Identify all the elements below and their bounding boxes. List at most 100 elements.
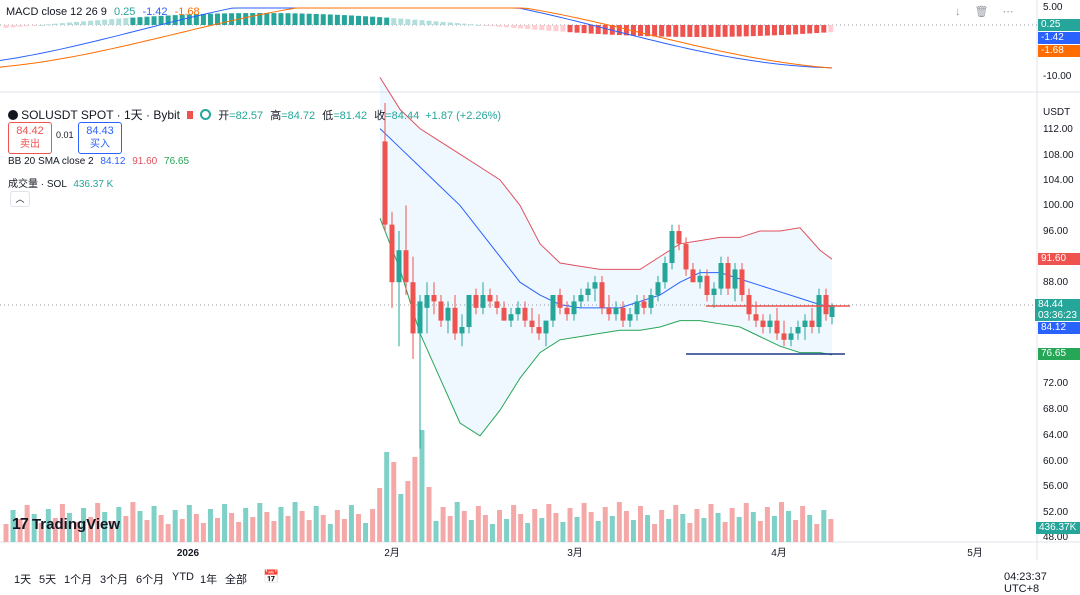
volume-bar	[348, 505, 354, 542]
candle-body	[550, 295, 556, 321]
volume-bar	[609, 516, 615, 542]
range-1d-button[interactable]: 1天	[14, 574, 32, 586]
volume-bar	[433, 521, 439, 542]
macd-histogram-bar	[3, 25, 9, 28]
candle-body	[746, 295, 752, 315]
range-1y-button[interactable]: 1年	[200, 574, 218, 586]
time-axis[interactable]: 2026 2月 3月 4月 5月	[177, 547, 983, 559]
candle-body	[669, 231, 675, 264]
macd-histogram-bar	[370, 16, 376, 25]
flag-icon[interactable]	[187, 111, 194, 119]
volume-bar	[24, 505, 30, 542]
volume-bar	[694, 509, 700, 542]
tradingview-logo[interactable]: 17 TradingView	[12, 516, 120, 534]
volume-bar	[257, 503, 263, 542]
candle-body	[522, 307, 528, 321]
candle	[445, 301, 451, 334]
range-6m-button[interactable]: 6个月	[136, 574, 165, 586]
macd-histogram-bar	[666, 25, 672, 37]
volume-bar	[666, 519, 672, 542]
candle	[417, 295, 423, 449]
macd-signal-line	[0, 7, 833, 69]
arrow-down-icon[interactable]: ↓	[955, 6, 975, 18]
volume-bar	[687, 523, 693, 542]
candle	[529, 307, 535, 334]
candle-body	[424, 295, 430, 308]
volume-bar	[518, 514, 524, 542]
volume-bar	[313, 506, 319, 542]
volume-bar	[482, 515, 488, 542]
candle-body	[487, 295, 493, 302]
bb-lower-badge: 76.65	[1038, 348, 1080, 360]
macd-histogram-bar	[623, 25, 629, 36]
volume-bar	[440, 507, 446, 542]
macd-histogram-bar	[440, 21, 446, 25]
volume-bar	[426, 487, 432, 542]
more-icon[interactable]: ⋯	[1002, 6, 1028, 18]
candle	[809, 307, 815, 334]
volume-bar	[673, 505, 679, 542]
bb-basis: 84.12	[100, 156, 126, 167]
buy-button[interactable]: 84.43 买入	[78, 122, 122, 154]
macd-title: MACD close 12 26 9	[6, 6, 107, 18]
macd-histogram-bar	[327, 14, 333, 25]
volume-bar	[81, 508, 87, 542]
volume-bar	[630, 520, 636, 542]
volume-bar	[59, 504, 65, 542]
candle	[711, 282, 717, 308]
candle-body	[452, 307, 458, 334]
pane-controls[interactable]: ↓🗑⋯	[955, 5, 1027, 18]
logo-text: TradingView	[31, 516, 121, 533]
volume-legend[interactable]: 成交量 · SOL 436.37 K	[8, 175, 113, 190]
range-3m-button[interactable]: 3个月	[100, 574, 129, 586]
volume-bar	[356, 514, 361, 542]
bb-legend[interactable]: BB 20 SMA close 2 84.12 91.60 76.65	[8, 156, 189, 167]
macd-histogram-bar	[172, 15, 178, 25]
volume-bar	[264, 512, 270, 542]
close-label: 收	[374, 110, 386, 122]
candle	[480, 282, 486, 315]
macd-pane	[0, 7, 834, 69]
sell-button[interactable]: 84.42 卖出	[8, 122, 52, 154]
calendar-icon[interactable]: 📅	[263, 569, 280, 584]
price-axis[interactable]: 112.00 108.00 104.00 100.00 96.00 88.00 72.00 6…	[1043, 2, 1074, 543]
volume-bar	[102, 512, 108, 542]
candle-body	[788, 333, 794, 340]
macd-histogram-bar	[771, 25, 777, 36]
price-tick-label: 112.00	[1043, 124, 1073, 135]
symbol-title[interactable]: SOLUSDT SPOT · 1天 · Bybit	[21, 108, 180, 122]
macd-histogram-bar	[814, 25, 820, 34]
trash-icon[interactable]: 🗑	[974, 6, 1003, 18]
volume-bar	[278, 507, 284, 542]
range-ytd-button[interactable]: YTD	[172, 571, 194, 583]
macd-histogram-bar	[391, 18, 397, 25]
candle-body	[767, 320, 773, 328]
candle	[431, 282, 437, 315]
macd-histogram-bar	[384, 17, 390, 25]
range-5d-button[interactable]: 5天	[39, 574, 57, 586]
candle-body	[816, 295, 822, 328]
clock-timezone[interactable]: 04:23:37 UTC+8	[1004, 571, 1047, 595]
range-all-button[interactable]: 全部	[225, 574, 247, 586]
candle-body	[823, 295, 829, 315]
candle	[697, 269, 703, 289]
volume-bar	[419, 430, 425, 542]
macd-histogram-bar	[130, 17, 136, 25]
candle-body	[655, 282, 661, 296]
volume-bar	[370, 509, 376, 542]
candle-body	[501, 307, 507, 321]
collapse-legend-button[interactable]: ︿	[10, 191, 30, 207]
candle	[613, 301, 619, 321]
volume-value: 436.37 K	[73, 179, 114, 190]
symbol-legend[interactable]: SOLUSDT SPOT · 1天 · Bybit 开=82.57 高=84.7…	[8, 106, 501, 123]
macd-histogram-bar	[109, 19, 115, 25]
price-tick-label: 64.00	[1043, 430, 1068, 441]
time-tick-label: 5月	[967, 547, 983, 559]
candle-body	[627, 314, 633, 321]
bollinger-bands	[379, 77, 833, 437]
range-1m-button[interactable]: 1个月	[64, 574, 93, 586]
volume-bar	[144, 520, 150, 542]
macd-histogram-bar	[88, 20, 94, 25]
macd-legend[interactable]: MACD close 12 26 9 0.25 -1.42 -1.68	[6, 6, 200, 18]
